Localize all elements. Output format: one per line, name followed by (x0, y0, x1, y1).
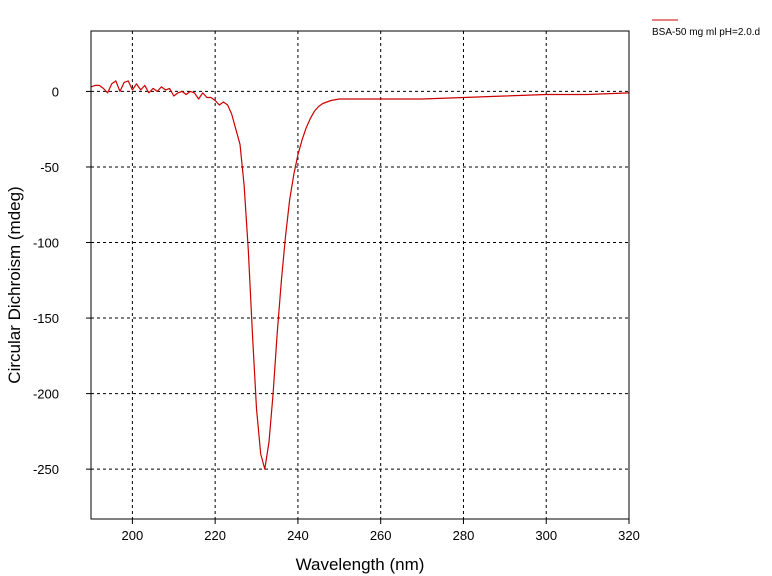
x-tick-label: 220 (204, 528, 226, 543)
y-tick-label: -250 (33, 462, 59, 477)
x-axis-title: Wavelength (nm) (296, 555, 425, 574)
y-axis-ticks: 0 -50 -100 -150 -200 -250 (33, 84, 91, 477)
series-layer (90, 80, 630, 470)
x-axis-ticks: 200 220 240 260 280 300 320 (122, 519, 640, 543)
x-tick-label: 240 (287, 528, 309, 543)
x-tick-label: 260 (370, 528, 392, 543)
y-tick-label: -200 (33, 387, 59, 402)
y-tick-label: -150 (33, 311, 59, 326)
y-axis-title: Circular Dichroism (mdeg) (5, 186, 24, 383)
plot-frame (90, 30, 630, 520)
y-tick-label: -50 (40, 160, 59, 175)
y-tick-label: -100 (33, 236, 59, 251)
x-tick-label: 320 (618, 528, 640, 543)
x-tick-label: 300 (535, 528, 557, 543)
x-tick-label: 200 (122, 528, 144, 543)
legend-label: BSA-50 mg ml pH=2.0.d (652, 27, 760, 38)
x-tick-label: 280 (453, 528, 475, 543)
legend: BSA-50 mg ml pH=2.0.d (652, 19, 760, 38)
y-tick-label: 0 (52, 84, 59, 99)
series-line-0 (90, 80, 630, 470)
